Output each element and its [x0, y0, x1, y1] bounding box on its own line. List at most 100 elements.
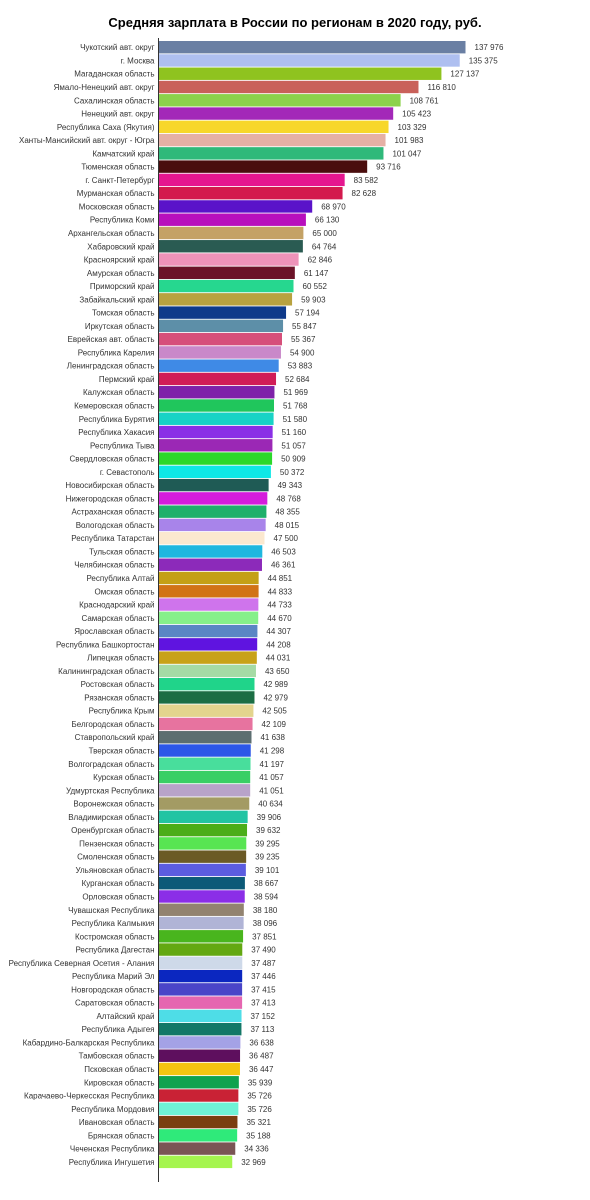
bar [159, 704, 254, 717]
bar [159, 94, 401, 107]
bar [159, 1036, 241, 1049]
bar [159, 293, 293, 306]
value-label: 44 031 [266, 654, 291, 663]
value-label: 41 057 [259, 773, 284, 782]
bar [159, 492, 268, 505]
category-label: Орловская область [82, 892, 154, 901]
value-label: 66 130 [315, 216, 340, 225]
value-label: 39 235 [255, 853, 280, 862]
value-label: 37 446 [251, 972, 276, 981]
value-label: 82 628 [352, 189, 377, 198]
value-label: 44 670 [267, 614, 292, 623]
bar [159, 531, 265, 545]
category-label: Республика Бурятия [79, 415, 155, 424]
value-label: 35 726 [247, 1105, 272, 1114]
value-label: 135 375 [469, 56, 498, 65]
category-label: Камчатский край [92, 149, 154, 158]
category-label: Брянская область [88, 1131, 155, 1140]
category-label: Курганская область [82, 879, 155, 888]
value-label: 38 667 [254, 879, 279, 888]
bar [159, 677, 255, 691]
bar [159, 571, 259, 585]
bar [159, 120, 389, 134]
category-label: Хабаровский край [87, 242, 154, 251]
value-label: 48 015 [275, 521, 300, 530]
bar [159, 186, 343, 200]
category-label: Сахалинская область [74, 96, 155, 105]
value-label: 64 764 [312, 242, 337, 251]
bar [159, 770, 251, 784]
category-label: Астраханская область [72, 508, 155, 517]
category-label: Рязанская область [84, 693, 154, 702]
bar [159, 505, 267, 518]
value-label: 48 768 [276, 494, 301, 503]
bar [159, 346, 281, 359]
category-label: Ставропольский край [75, 733, 155, 742]
bar [159, 837, 247, 850]
bar [159, 1129, 238, 1142]
category-label: Ханты-Мансийский авт. округ - Югра [19, 136, 155, 145]
value-label: 116 810 [427, 83, 456, 92]
bar [159, 983, 243, 996]
value-label: 37 487 [251, 959, 276, 968]
category-label: Оренбургская область [71, 826, 154, 835]
bar [159, 585, 259, 598]
value-label: 38 180 [253, 906, 278, 915]
category-label: Пермский край [99, 375, 155, 384]
bar [159, 200, 313, 213]
value-label: 44 208 [266, 640, 291, 649]
category-label: Новосибирская область [65, 481, 154, 490]
value-label: 42 109 [262, 720, 287, 729]
bar [159, 863, 246, 877]
category-label: Республика Башкортостан [56, 640, 154, 649]
bar [159, 213, 306, 226]
category-label: Костромская область [75, 932, 154, 941]
bar [159, 651, 257, 664]
value-label: 37 113 [250, 1025, 274, 1034]
value-label: 35 321 [246, 1118, 271, 1127]
category-label: Республика Дагестан [75, 946, 154, 955]
category-label: Чеченская Республика [70, 1145, 155, 1154]
category-label: Курская область [93, 773, 154, 782]
category-label: Удмуртская Республика [66, 786, 155, 795]
bar [159, 1009, 242, 1023]
category-label: Республика Карелия [78, 348, 155, 357]
category-label: Республика Хакасия [78, 428, 154, 437]
category-label: Свердловская область [70, 455, 155, 464]
category-label: Тамбовская область [79, 1052, 155, 1061]
value-label: 39 101 [255, 866, 280, 875]
category-label: г. Севастополь [100, 468, 155, 477]
bar [159, 319, 284, 333]
value-label: 93 716 [376, 163, 401, 172]
category-label: Магаданская область [74, 70, 154, 79]
category-label: Челябинская область [74, 561, 154, 570]
value-label: 51 969 [283, 388, 308, 397]
bar [159, 80, 419, 94]
category-label: Калужская область [83, 388, 155, 397]
value-label: 51 160 [282, 428, 307, 437]
value-label: 101 047 [392, 149, 421, 158]
category-label: Белгородская область [72, 720, 155, 729]
value-label: 41 197 [260, 760, 285, 769]
category-label: Омская область [94, 587, 154, 596]
bar [159, 465, 271, 479]
value-label: 43 650 [265, 667, 290, 676]
value-label: 40 634 [258, 800, 283, 809]
bar [159, 943, 243, 956]
category-label: Чувашская Республика [68, 906, 155, 915]
bar [159, 611, 259, 625]
value-label: 57 194 [295, 309, 320, 318]
category-label: Нижегородская область [66, 494, 155, 503]
bar [159, 691, 255, 704]
value-label: 37 152 [251, 1012, 276, 1021]
value-label: 53 883 [288, 362, 313, 371]
value-label: 48 355 [275, 508, 300, 517]
bar [159, 133, 386, 147]
bar [159, 664, 256, 678]
bar [159, 412, 274, 425]
bar [159, 996, 243, 1009]
category-label: Еврейская авт. область [68, 335, 155, 344]
value-label: 35 188 [246, 1131, 271, 1140]
value-label: 42 989 [263, 680, 288, 689]
category-label: Республика Мордовия [71, 1105, 154, 1114]
